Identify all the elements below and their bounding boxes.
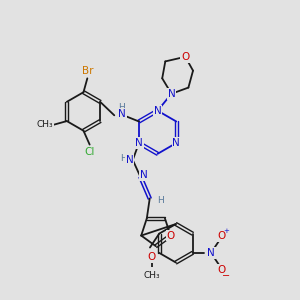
Text: O: O — [167, 231, 175, 241]
Text: N: N — [172, 138, 180, 148]
Text: N: N — [126, 155, 134, 165]
Text: +: + — [224, 228, 230, 234]
Text: N: N — [168, 89, 175, 99]
Text: O: O — [217, 265, 225, 275]
Text: N: N — [118, 109, 126, 119]
Text: CH₃: CH₃ — [143, 271, 160, 280]
Text: O: O — [181, 52, 189, 62]
Text: Cl: Cl — [85, 147, 95, 157]
Text: O: O — [147, 252, 156, 262]
Text: H: H — [118, 103, 125, 112]
Text: −: − — [222, 271, 230, 281]
Text: Br: Br — [82, 66, 94, 76]
Text: N: N — [154, 106, 161, 116]
Text: H: H — [157, 196, 164, 205]
Text: N: N — [135, 138, 143, 148]
Text: H: H — [120, 154, 127, 163]
Text: O: O — [217, 231, 225, 241]
Text: CH₃: CH₃ — [37, 120, 54, 129]
Text: N: N — [207, 248, 215, 258]
Text: N: N — [140, 170, 147, 180]
